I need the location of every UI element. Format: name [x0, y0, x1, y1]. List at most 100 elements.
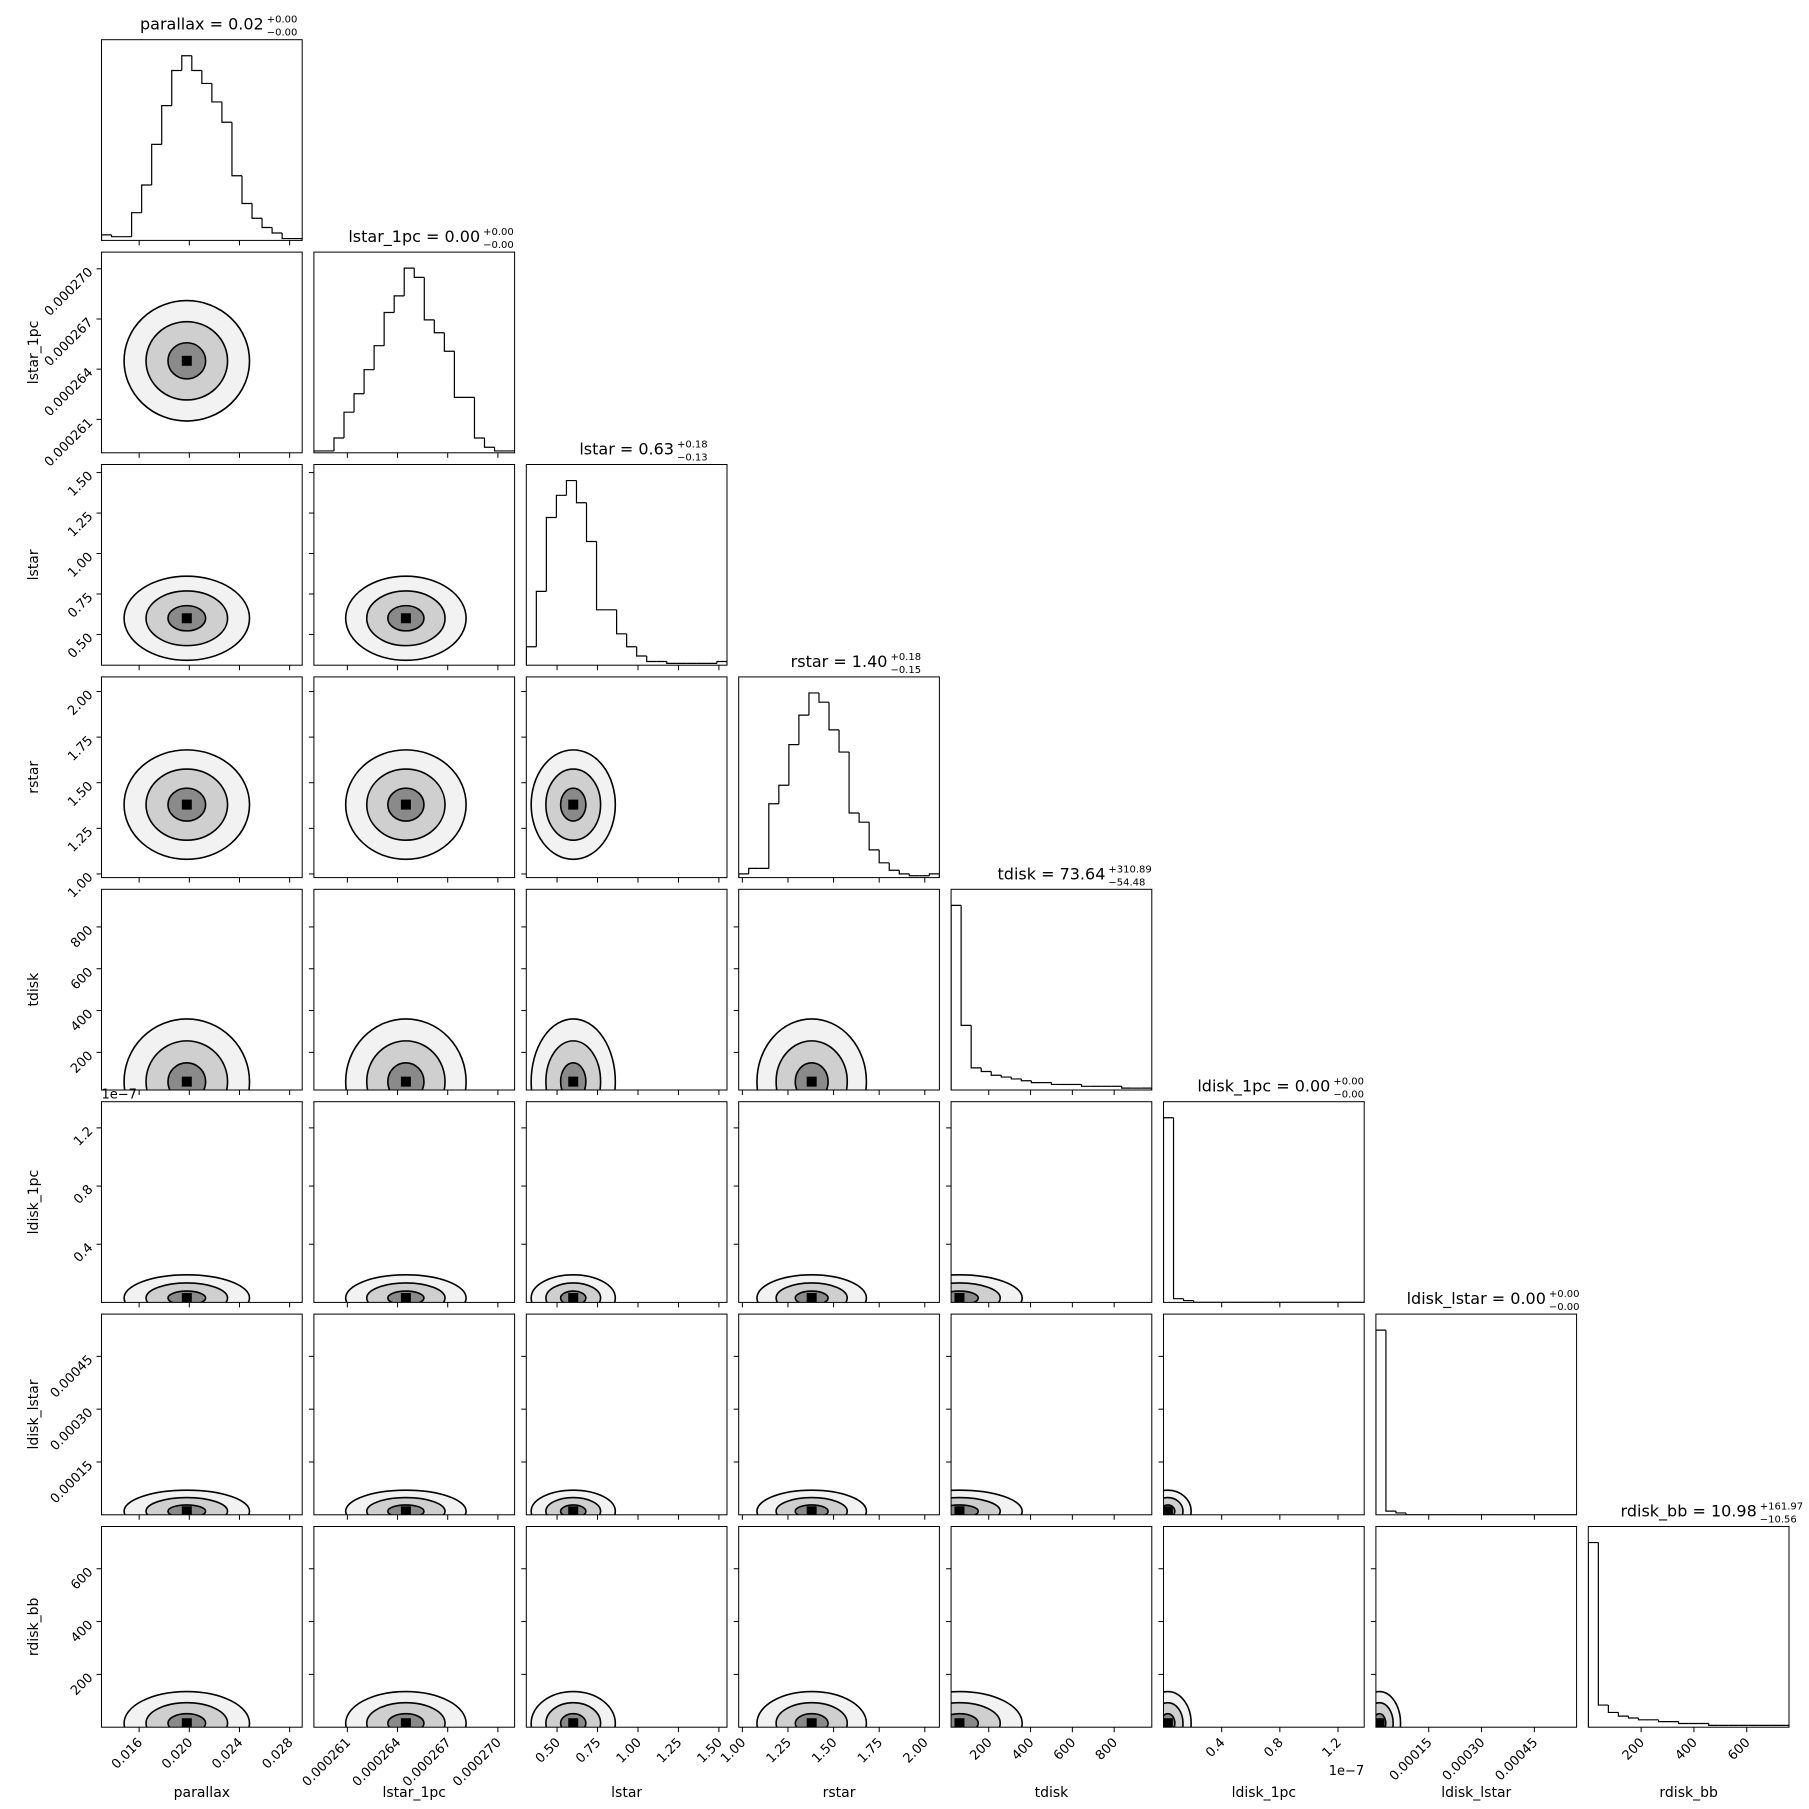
hist-bin — [1010, 1077, 1022, 1080]
density-peak — [181, 1718, 192, 1728]
hist-bin — [1657, 1719, 1669, 1723]
hist-bin — [1607, 1705, 1619, 1714]
hist-bin — [768, 803, 779, 869]
hist-bin — [738, 873, 749, 878]
hist-bin — [231, 122, 242, 177]
panel-frame — [313, 676, 516, 879]
density-peak — [400, 1076, 411, 1087]
density-peak — [568, 1076, 579, 1087]
y-axis-label: ldisk_lstar — [26, 1379, 42, 1449]
panel-frame — [738, 888, 940, 1091]
panel-frame — [101, 39, 303, 241]
hist-bin — [271, 227, 283, 234]
hist-bin — [980, 1067, 992, 1073]
panel — [308, 464, 516, 671]
panel — [96, 1101, 303, 1308]
hist-bin — [383, 311, 395, 346]
density-peak — [181, 1506, 192, 1515]
hist-bin — [413, 268, 425, 278]
panel-content — [344, 749, 467, 861]
panel-content — [1163, 1489, 1192, 1515]
hist-bin — [575, 480, 587, 504]
panel-frame — [313, 1526, 516, 1728]
hist-bin — [1020, 1078, 1032, 1082]
hist-bin — [221, 101, 232, 123]
hist-bin — [636, 646, 647, 657]
hist-bin — [473, 397, 485, 439]
hist-bin — [493, 447, 505, 452]
hist-bin — [181, 55, 192, 71]
panel-content — [530, 749, 617, 861]
hist-bin — [1637, 1717, 1649, 1721]
panel-content — [313, 267, 515, 453]
density-peak — [181, 1076, 192, 1087]
title-lower-error: −0.00 — [267, 28, 298, 39]
x-axis-label: rstar — [823, 1785, 856, 1801]
panel — [521, 1101, 728, 1308]
hist-bin — [433, 319, 445, 334]
y-axis-label: tdisk — [26, 972, 42, 1007]
hist-bin — [1172, 1117, 1184, 1300]
hist-bin — [281, 233, 293, 240]
panel — [525, 464, 728, 671]
hist-bin — [373, 345, 385, 370]
hist-bin — [898, 870, 910, 875]
hist-bin — [141, 184, 152, 213]
x-axis-label: ldisk_1pc — [1232, 1785, 1297, 1801]
hist-bin — [1597, 1542, 1609, 1706]
density-peak — [181, 613, 192, 624]
hist-bin — [626, 633, 637, 648]
panel-frame — [1163, 1313, 1365, 1516]
hist-bin — [748, 867, 759, 874]
panel — [521, 1526, 728, 1733]
hist-bin — [960, 905, 972, 1026]
x-offset-label: 1e−7 — [1329, 1764, 1364, 1779]
density-peak — [1163, 1506, 1173, 1515]
hist-bin — [716, 660, 727, 666]
density-peak — [400, 1718, 411, 1728]
hist-bin — [545, 516, 557, 592]
panel-content — [1375, 1329, 1577, 1515]
x-axis-label: rdisk_bb — [1659, 1785, 1718, 1801]
panel-frame — [950, 1313, 1153, 1516]
hist-bin — [423, 277, 435, 321]
hist-bin — [818, 692, 830, 703]
panel-frame — [950, 1526, 1153, 1728]
density-peak — [400, 1506, 411, 1515]
panel — [1158, 1313, 1365, 1520]
panel — [313, 251, 516, 458]
panel-content — [530, 1018, 617, 1090]
hist-bin — [838, 729, 850, 753]
hist-bin — [483, 438, 495, 448]
panel-title: tdisk = 73.64 — [998, 864, 1106, 883]
hist-bin — [788, 744, 799, 786]
panel-frame — [101, 888, 303, 1091]
hist-bin — [151, 143, 162, 186]
hist-bin — [131, 212, 142, 237]
panel-content — [530, 1273, 617, 1303]
title-upper-error: +161.97 — [1760, 1502, 1803, 1513]
panel — [96, 1526, 303, 1733]
hist-bin — [1617, 1712, 1629, 1717]
panel-frame — [950, 1101, 1153, 1303]
y-axis-label: lstar — [26, 549, 42, 580]
density-peak — [400, 799, 411, 810]
panel-frame — [1375, 1313, 1578, 1516]
panel-content — [530, 1690, 617, 1728]
hist-bin — [1141, 1087, 1152, 1090]
hist-bin — [565, 479, 577, 496]
density-peak — [806, 1293, 817, 1303]
title-upper-error: +0.18 — [890, 652, 921, 663]
panel-frame — [101, 1313, 303, 1516]
panel-content — [1163, 1690, 1192, 1728]
panel-frame — [738, 1313, 940, 1516]
hist-bin — [808, 692, 819, 716]
panel — [733, 1313, 940, 1520]
panel-content — [530, 1489, 617, 1515]
hist-bin — [292, 237, 303, 241]
hist-bin — [443, 332, 455, 352]
panel-frame — [313, 888, 516, 1091]
panel — [521, 888, 728, 1095]
density-peak — [568, 1506, 579, 1515]
